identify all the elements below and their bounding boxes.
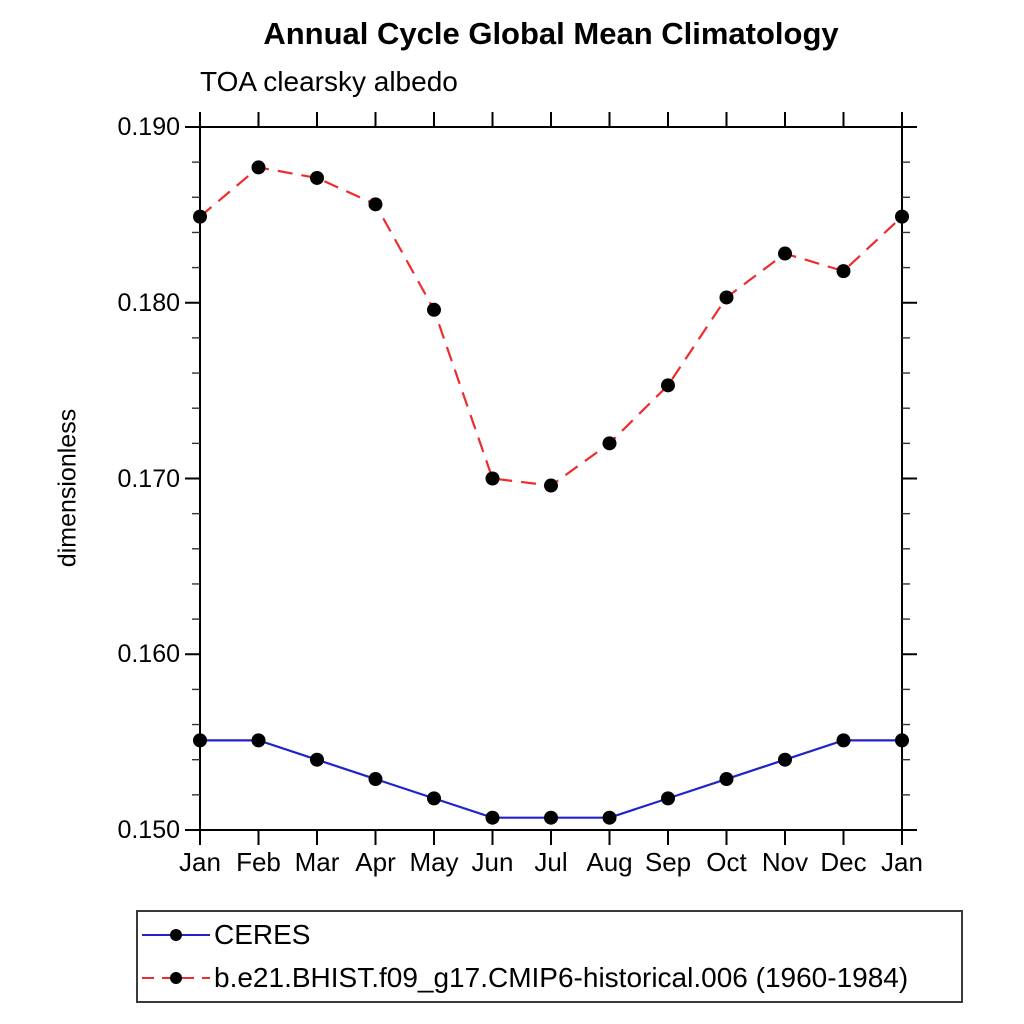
data-point-marker xyxy=(368,772,383,787)
y-tick-label: 0.180 xyxy=(117,288,180,317)
x-tick-label: Mar xyxy=(294,847,340,877)
x-tick-label: May xyxy=(409,847,459,877)
legend-label-ceres: CERES xyxy=(214,919,311,950)
y-tick-label: 0.150 xyxy=(117,816,180,844)
data-point-marker xyxy=(836,264,851,279)
data-point-marker xyxy=(778,246,792,261)
data-point-marker xyxy=(427,302,441,317)
legend-sample-marker xyxy=(170,972,182,984)
legend-label-model: b.e21.BHIST.f09_g17.CMIP6-historical.006… xyxy=(214,962,909,993)
data-point-marker xyxy=(544,478,558,493)
data-point-marker xyxy=(310,170,324,185)
y-tick-label: 0.170 xyxy=(117,464,180,493)
data-point-marker xyxy=(544,810,558,825)
x-tick-label: Nov xyxy=(761,847,809,877)
data-point-marker xyxy=(485,471,500,486)
data-point-marker xyxy=(778,752,792,767)
y-tick-label: 0.160 xyxy=(117,640,180,669)
x-tick-label: Oct xyxy=(706,847,747,877)
data-point-marker xyxy=(602,810,617,825)
data-point-marker xyxy=(368,197,383,212)
chart-title: Annual Cycle Global Mean Climatology xyxy=(263,16,839,51)
x-tick-label: Jul xyxy=(534,847,568,877)
x-tick-label: Apr xyxy=(355,847,396,877)
legend-item-model: b.e21.BHIST.f09_g17.CMIP6-historical.006… xyxy=(138,957,961,1000)
chart-subtitle: TOA clearsky albedo xyxy=(200,66,458,97)
data-point-marker xyxy=(719,290,734,305)
series-line-1 xyxy=(199,166,903,487)
legend-sample-marker xyxy=(170,929,182,941)
data-point-marker xyxy=(251,160,266,175)
x-tick-label: Jan xyxy=(179,847,221,877)
data-point-marker xyxy=(719,772,734,787)
y-tick-label: 0.190 xyxy=(117,113,180,141)
data-point-marker xyxy=(661,791,675,806)
data-point-marker xyxy=(310,752,324,767)
data-point-marker xyxy=(193,733,207,748)
legend-line-sample-model xyxy=(142,972,210,984)
series-line-0 xyxy=(200,739,902,819)
legend: CERES b.e21.BHIST.f09_g17.CMIP6-historic… xyxy=(136,910,963,1003)
data-point-marker xyxy=(485,810,500,825)
x-tick-label: Jun xyxy=(471,847,514,877)
data-point-marker xyxy=(602,436,617,451)
data-point-marker xyxy=(251,733,266,748)
data-point-marker xyxy=(427,791,441,806)
x-tick-label: Feb xyxy=(236,847,281,877)
data-point-marker xyxy=(895,733,909,748)
data-point-marker xyxy=(895,209,909,224)
data-point-marker xyxy=(193,209,207,224)
data-point-marker xyxy=(661,378,675,393)
x-tick-label: Aug xyxy=(586,847,633,877)
data-point-marker xyxy=(836,733,851,748)
legend-item-ceres: CERES xyxy=(138,914,961,957)
plot-frame xyxy=(199,126,903,831)
x-tick-label: Sep xyxy=(644,847,692,877)
legend-line-sample-ceres xyxy=(142,929,210,941)
x-tick-label: Dec xyxy=(820,847,867,877)
x-tick-label: Jan xyxy=(881,847,923,877)
